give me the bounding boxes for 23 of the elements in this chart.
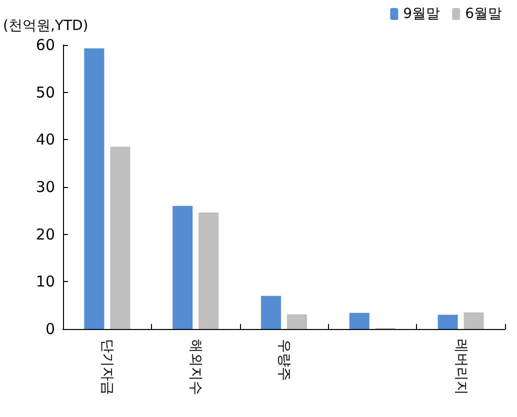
bar — [172, 206, 193, 329]
bar — [261, 296, 281, 329]
y-tick-label: 20 — [36, 225, 55, 244]
legend-label: 9월말 — [403, 6, 440, 22]
y-tick-label: 40 — [36, 130, 55, 149]
y-tick-label: 50 — [36, 83, 55, 102]
x-tick-label: 우량주 — [276, 339, 292, 381]
y-tick-label: 0 — [45, 320, 55, 338]
bar — [198, 212, 219, 329]
bar — [287, 314, 307, 329]
bar — [349, 312, 370, 329]
bar — [438, 314, 458, 329]
x-tick-label: 해외지수 — [188, 339, 204, 395]
y-tick-label: 30 — [36, 178, 55, 196]
x-tick-label: 단기자금 — [99, 339, 116, 395]
y-axis-title: (천억원,YTD) — [3, 18, 88, 34]
y-tick-label: 60 — [36, 36, 55, 54]
x-tick-label: 레버리지 — [452, 339, 469, 395]
bar — [464, 312, 484, 329]
legend-label: 6월말 — [465, 6, 502, 22]
bar — [84, 48, 104, 329]
bar — [110, 146, 130, 329]
y-tick-label: 10 — [36, 272, 55, 291]
